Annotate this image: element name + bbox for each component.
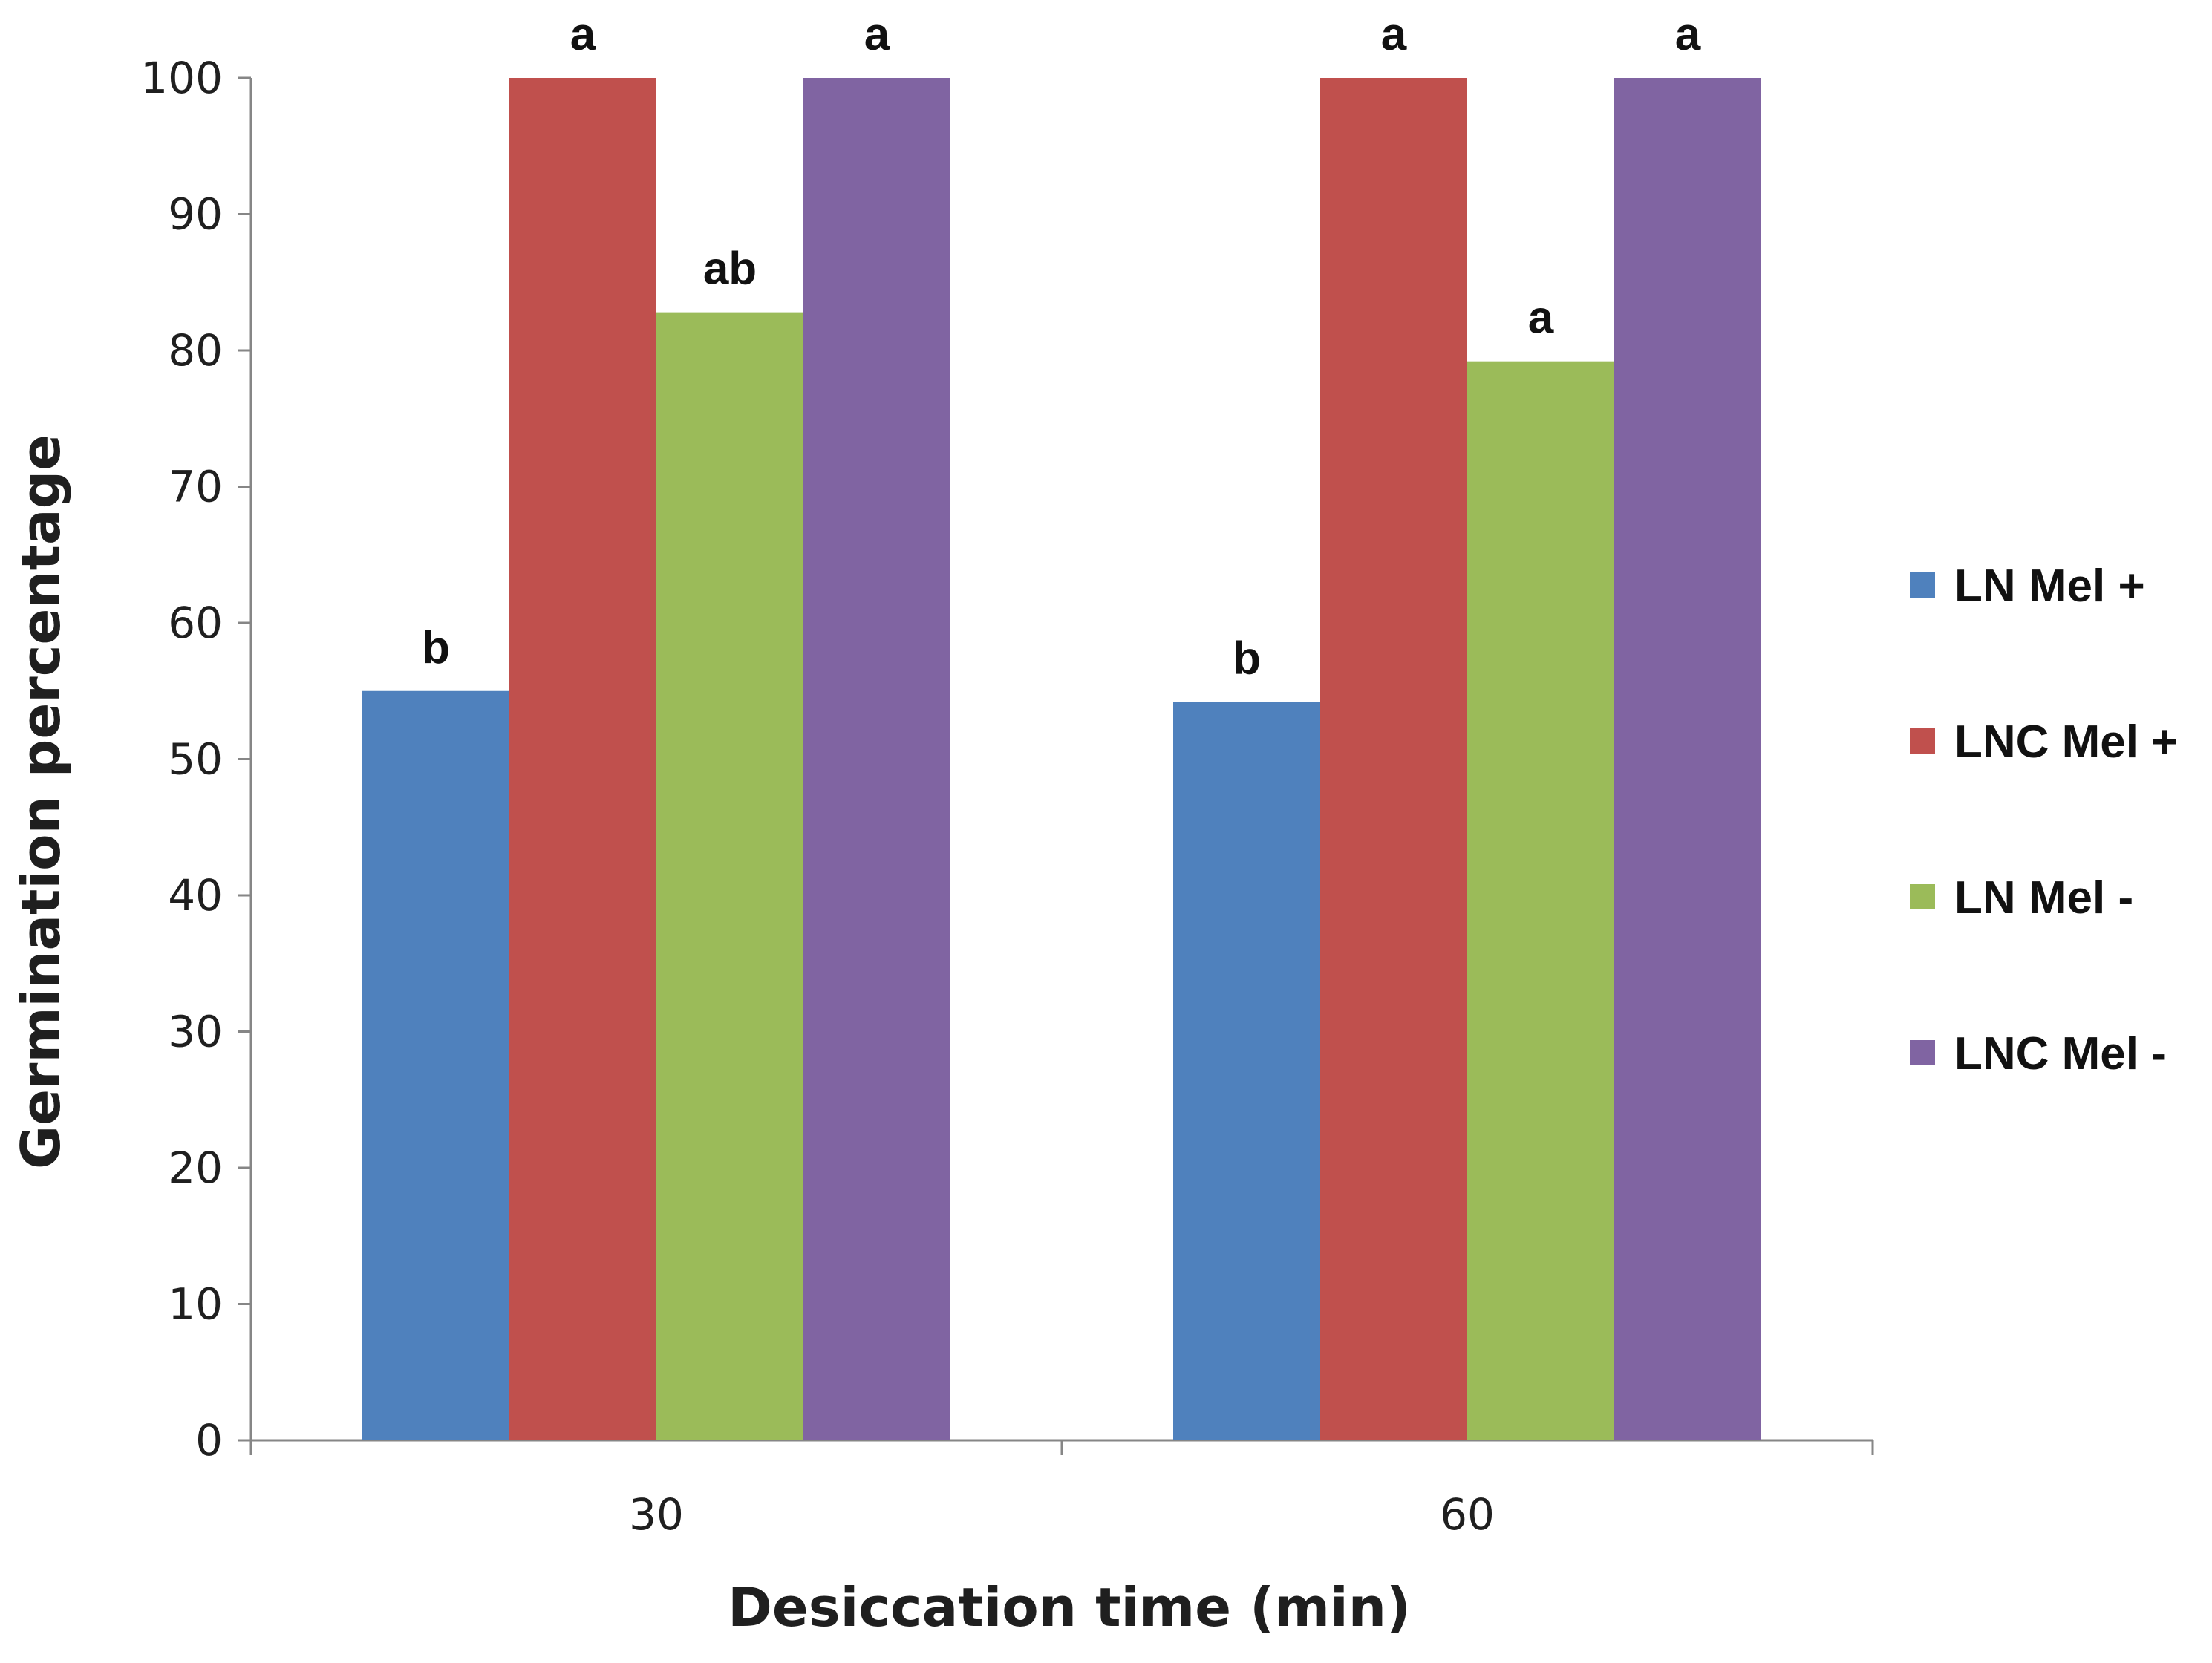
legend-label: LN Mel - bbox=[1954, 872, 2133, 924]
y-tick-label: 100 bbox=[140, 53, 223, 103]
y-tick-label: 40 bbox=[168, 870, 223, 921]
legend-label: LNC Mel + bbox=[1954, 716, 2178, 768]
y-tick-label: 80 bbox=[168, 325, 223, 376]
bar-significance-label: a bbox=[570, 9, 596, 60]
legend: LN Mel + LNC Mel + LN Mel - LNC Mel - bbox=[1910, 561, 2178, 1079]
y-tick-label: 60 bbox=[168, 598, 223, 648]
y-tick-label: 50 bbox=[168, 734, 223, 785]
y-tick-label: 10 bbox=[168, 1279, 223, 1330]
y-tick-label: 0 bbox=[195, 1415, 223, 1466]
legend-swatch bbox=[1910, 728, 1935, 754]
bar-significance-label: ab bbox=[703, 244, 757, 295]
x-axis-title: Desiccation time (min) bbox=[728, 1576, 1411, 1639]
legend-swatch bbox=[1910, 572, 1935, 598]
bar-significance-label: b bbox=[422, 622, 450, 673]
x-axis: 30 60 bbox=[249, 1439, 1874, 1540]
y-tick-label: 30 bbox=[168, 1007, 223, 1057]
bar-significance-label: a bbox=[1675, 9, 1701, 60]
y-tick-label: 20 bbox=[168, 1143, 223, 1193]
legend-label: LN Mel + bbox=[1954, 561, 2145, 612]
bar bbox=[656, 312, 803, 1440]
significance-labels: b b a a ab a a a bbox=[422, 9, 1701, 684]
legend-label: LNC Mel - bbox=[1954, 1028, 2167, 1079]
bar-significance-label: a bbox=[864, 9, 890, 60]
legend-swatch bbox=[1910, 1040, 1935, 1065]
bar bbox=[803, 78, 950, 1440]
bar-significance-label: b bbox=[1233, 633, 1261, 684]
bar bbox=[1614, 78, 1761, 1440]
bar bbox=[1173, 702, 1320, 1440]
legend-swatch bbox=[1910, 884, 1935, 909]
bar bbox=[362, 690, 509, 1440]
bars bbox=[362, 78, 1761, 1441]
bar-significance-label: a bbox=[1528, 293, 1554, 344]
y-tick-label: 90 bbox=[168, 189, 223, 240]
bar bbox=[1467, 361, 1614, 1441]
y-tick-label: 70 bbox=[168, 462, 223, 512]
x-tick-label: 60 bbox=[1440, 1489, 1495, 1540]
y-axis: 0 10 20 30 40 50 60 70 80 90 100 bbox=[140, 53, 252, 1466]
bar bbox=[1320, 78, 1467, 1440]
y-axis-title: Germination percentage bbox=[10, 434, 72, 1169]
bar-significance-label: a bbox=[1381, 9, 1407, 60]
x-tick-label: 30 bbox=[629, 1489, 684, 1540]
bar bbox=[509, 78, 656, 1440]
